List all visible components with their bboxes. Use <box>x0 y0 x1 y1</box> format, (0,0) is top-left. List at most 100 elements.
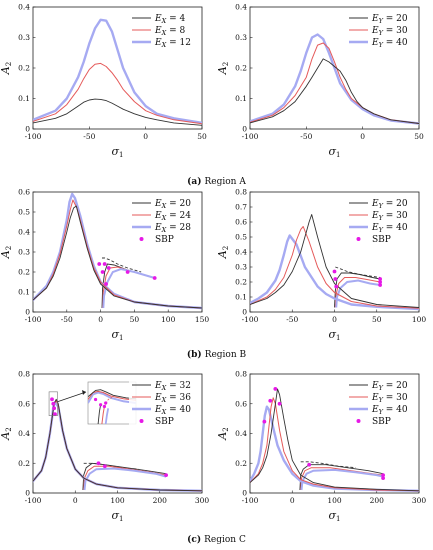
y-tick-label: 0 <box>242 489 247 498</box>
x-tick-label: -100 <box>25 496 42 505</box>
caption-prefix: (c) <box>187 534 201 545</box>
x-tick-label: 0 <box>98 315 103 324</box>
series-line <box>33 62 202 125</box>
caption-text: Region B <box>205 350 247 360</box>
legend-label: EY = 40 <box>371 223 408 234</box>
series-line <box>33 398 202 492</box>
sbp-point <box>100 270 105 274</box>
sbp-point <box>102 262 107 266</box>
x-tick-label: -50 <box>61 315 73 324</box>
x-axis-label: σ1 <box>112 145 124 159</box>
x-tick-label: 0 <box>332 315 337 324</box>
sbp-point <box>52 406 57 411</box>
series-line <box>250 397 419 492</box>
legend: EX = 4EX = 8EX = 12 <box>129 10 199 50</box>
sbp-point <box>152 276 157 280</box>
y-axis-label: A2 <box>0 246 13 259</box>
y-tick-label: 0.7 <box>235 203 247 212</box>
inset-curve <box>88 391 136 404</box>
y-tick-label: 0.6 <box>18 188 30 197</box>
panel-caption: (c) Region C <box>187 534 246 545</box>
inset-curve <box>97 404 102 424</box>
y-tick-label: 0.3 <box>18 33 30 42</box>
branch-line <box>102 267 155 309</box>
series-line <box>33 98 202 126</box>
chart-b1: -100 -50 0 50 100 150 0 0.1 0.2 0.3 0.4 0.5 0.6 σ1 A2 E… <box>0 188 209 342</box>
sbp-point <box>381 473 385 478</box>
chart-b2: -100 -50 0 50 100 0 0.1 0.2 0.3 0.4 0.5 0.6 0.7 0.8 σ1… <box>216 188 426 342</box>
sbp-point <box>104 282 108 286</box>
legend-sbp-marker <box>139 237 144 241</box>
inset-sbp-point <box>104 401 108 405</box>
legend-label: EY = 40 <box>371 405 408 416</box>
y-tick-label: 0.8 <box>235 188 247 197</box>
inset-curve <box>101 406 105 424</box>
x-tick-label: -50 <box>83 132 95 141</box>
y-tick-label: 0.4 <box>235 3 247 12</box>
branch-line <box>300 468 384 491</box>
inset-sbp-point <box>99 403 103 407</box>
x-axis-label: σ1 <box>112 328 124 342</box>
x-tick-label: 50 <box>197 132 207 141</box>
x-tick-label: 100 <box>327 496 342 505</box>
series-line <box>250 226 419 309</box>
sbp-point <box>262 419 267 424</box>
y-tick-label: 0.6 <box>18 399 30 408</box>
legend-label: EY = 40 <box>371 38 408 49</box>
chart-a1: -100 -50 0 50 0 0.1 0.2 0.3 0.4 σ1 A2 EX = 4EX = 8E… <box>0 3 207 159</box>
series-line <box>250 33 419 125</box>
y-tick-label: 0.1 <box>235 94 247 103</box>
y-tick-label: 0.2 <box>235 278 247 287</box>
series-line <box>33 205 202 309</box>
series-line <box>250 388 419 492</box>
zoom-arrow <box>57 391 87 403</box>
legend-sbp-marker <box>356 237 361 241</box>
sbp-point <box>333 277 338 281</box>
x-tick-label: -100 <box>25 315 42 324</box>
sbp-point <box>106 266 111 270</box>
legend-label: EY = 20 <box>371 199 408 210</box>
y-tick-label: 0.6 <box>235 399 247 408</box>
y-tick-label: 0.2 <box>235 64 247 73</box>
legend-label: EX = 40 <box>154 405 191 416</box>
branch-line <box>299 464 384 491</box>
series-line <box>33 18 202 125</box>
branch-line <box>102 257 142 273</box>
y-tick-label: 0 <box>25 489 30 498</box>
x-tick-label: -100 <box>242 496 259 505</box>
inset-curve <box>88 389 136 400</box>
y-tick-label: 0 <box>242 308 247 317</box>
legend-label: SBP <box>372 235 391 245</box>
x-tick-label: 50 <box>130 315 140 324</box>
inset-curve <box>104 396 114 407</box>
y-tick-label: 0.5 <box>235 233 247 242</box>
sbp-point <box>164 473 168 478</box>
x-tick-label: -100 <box>25 132 42 141</box>
y-tick-label: 0.3 <box>18 248 30 257</box>
sbp-point <box>51 401 56 406</box>
legend-label: EY = 20 <box>371 381 408 392</box>
y-axis-label: A2 <box>216 62 230 75</box>
legend-label: EX = 28 <box>154 223 191 234</box>
legend-label: EY = 30 <box>371 211 408 222</box>
y-tick-label: 0.8 <box>235 370 247 379</box>
x-tick-label: 100 <box>110 496 125 505</box>
y-tick-label: 0.2 <box>235 459 247 468</box>
x-axis-label: σ1 <box>329 145 341 159</box>
legend-sbp-marker <box>356 419 361 423</box>
branch-line <box>82 462 167 491</box>
legend-label: EX = 32 <box>154 381 191 392</box>
series-line <box>250 214 419 308</box>
x-tick-label: 0 <box>73 496 78 505</box>
y-tick-label: 0 <box>242 125 247 134</box>
inset-curve <box>104 408 110 424</box>
zoom-box <box>48 391 58 416</box>
legend-label: EX = 4 <box>154 14 185 25</box>
y-tick-label: 0.8 <box>18 370 30 379</box>
